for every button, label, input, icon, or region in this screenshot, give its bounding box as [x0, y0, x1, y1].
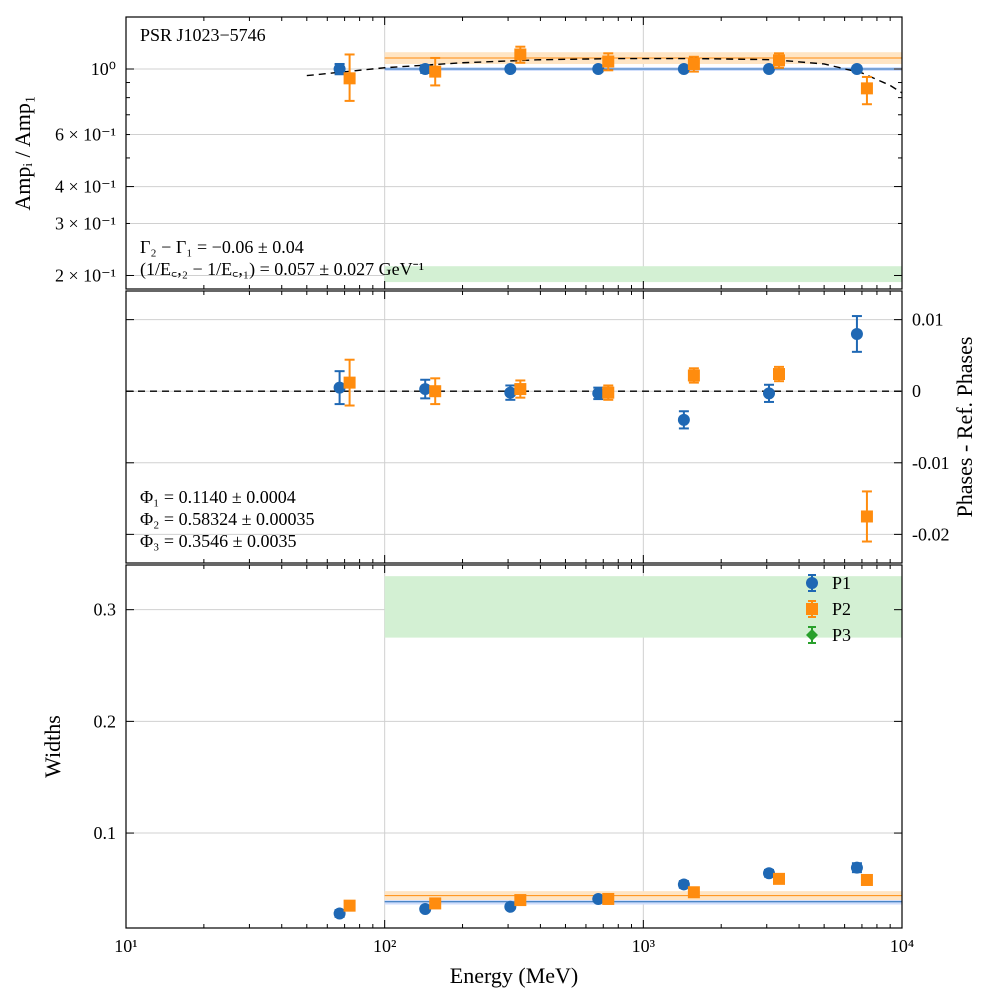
panel-width — [126, 565, 902, 928]
legend-P3: P3 — [832, 625, 851, 645]
y-axis-label-width: Widths — [40, 715, 65, 778]
figure-root: 10¹ 10² 10³ 10⁴ 2 × 10⁻¹ 3 × 10⁻¹ 4 × 10⁻¹ 6 × … — [0, 0, 987, 993]
y-tick-width: 0.2 — [94, 711, 117, 731]
phi2: Φ₂ = 0.58324 ± 0.00035 — [140, 509, 314, 529]
y-tick-amp: 4 × 10⁻¹ — [55, 177, 116, 197]
x-tick-label: 10⁴ — [890, 936, 914, 956]
y-tick-phase: -0.02 — [912, 524, 950, 544]
ec-diff: (1/E꜀,₂ − 1/E꜀,₁) = 0.057 ± 0.027 GeV⁻¹ — [140, 259, 424, 280]
y-tick-phase: 0.01 — [912, 310, 944, 330]
y-axis-label-amp: Ampᵢ / Amp₁ — [10, 95, 35, 210]
y-axis-label-phase: Phases - Ref. Phases — [952, 337, 977, 518]
gamma-diff: Γ₂ − Γ₁ = −0.06 ± 0.04 — [140, 237, 304, 257]
x-tick-label: 10¹ — [114, 936, 137, 956]
y-tick-amp: 6 × 10⁻¹ — [55, 125, 116, 145]
x-tick-label: 10² — [373, 936, 396, 956]
y-tick-width: 0.1 — [94, 823, 117, 843]
pulsar-name: PSR J1023−5746 — [140, 25, 266, 45]
y-tick-phase: 0 — [912, 381, 921, 401]
x-axis-label: Energy (MeV) — [450, 963, 579, 988]
phi3: Φ₃ = 0.3546 ± 0.0035 — [140, 531, 296, 551]
legend-P2: P2 — [832, 599, 851, 619]
y-tick-amp: 3 × 10⁻¹ — [55, 213, 116, 233]
y-tick-amp: 10⁰ — [91, 59, 116, 79]
x-tick-label: 10³ — [632, 936, 656, 956]
legend-P1: P1 — [832, 573, 851, 593]
y-tick-width: 0.3 — [94, 600, 117, 620]
figure-svg: 10¹ 10² 10³ 10⁴ 2 × 10⁻¹ 3 × 10⁻¹ 4 × 10⁻¹ 6 × … — [0, 0, 987, 993]
y-tick-amp: 2 × 10⁻¹ — [55, 265, 116, 285]
phi1: Φ₁ = 0.1140 ± 0.0004 — [140, 487, 296, 507]
y-tick-phase: -0.01 — [912, 453, 950, 473]
